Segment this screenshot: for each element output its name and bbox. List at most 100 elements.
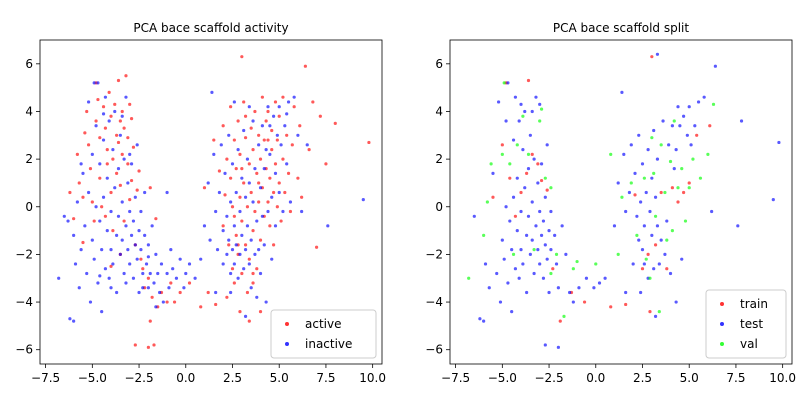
data-point-inactive <box>92 257 96 261</box>
data-point-inactive <box>150 224 154 228</box>
data-point-test <box>624 209 628 214</box>
data-point-active <box>242 181 246 185</box>
data-point-test <box>536 181 540 185</box>
data-point-inactive <box>251 119 255 123</box>
data-point-inactive <box>100 309 104 314</box>
data-point-active <box>202 186 207 190</box>
data-point-test <box>629 143 633 147</box>
data-point-inactive <box>258 186 263 190</box>
data-point-train <box>525 171 529 176</box>
y-tick-label: 6 <box>435 57 443 71</box>
data-point-val <box>532 248 536 252</box>
data-point-test <box>642 224 646 228</box>
data-point-inactive <box>111 262 115 266</box>
data-point-active <box>92 219 96 223</box>
data-point-inactive <box>154 305 158 309</box>
scatter-panel-split: PCA bace scaffold split −7.5 −5.0 −2.5 0.0 2.… <box>425 21 796 385</box>
data-point-inactive <box>264 147 268 152</box>
data-point-test <box>620 90 624 95</box>
data-point-test <box>511 138 516 142</box>
data-point-inactive <box>161 300 165 304</box>
data-point-inactive <box>240 176 244 180</box>
data-point-test <box>637 238 641 242</box>
data-point-inactive <box>255 219 259 223</box>
data-point-inactive <box>131 276 136 280</box>
data-point-test <box>502 257 506 261</box>
data-point-active <box>141 267 145 271</box>
data-point-test <box>661 119 665 123</box>
data-point-test <box>498 300 503 304</box>
data-point-inactive <box>260 214 264 218</box>
x-tick-label: 7.5 <box>316 371 335 385</box>
data-point-inactive <box>66 219 70 223</box>
data-point-val <box>659 143 663 147</box>
data-point-active <box>68 190 72 195</box>
data-point-active <box>245 205 250 209</box>
data-point-active <box>83 131 87 135</box>
data-point-active <box>225 295 229 299</box>
data-point-inactive <box>72 319 76 323</box>
data-point-val <box>665 238 669 242</box>
data-point-active <box>116 78 121 83</box>
data-point-active <box>126 162 130 166</box>
data-point-test <box>710 209 714 214</box>
data-point-inactive <box>243 195 248 199</box>
data-point-test <box>650 176 654 180</box>
data-point-active <box>286 171 291 176</box>
y-tick-label: −6 <box>425 343 443 357</box>
y-tick-label: −6 <box>15 343 33 357</box>
data-point-inactive <box>285 112 289 116</box>
data-point-inactive <box>272 114 276 118</box>
data-point-val <box>616 252 620 257</box>
data-point-inactive <box>270 195 274 199</box>
data-point-active <box>367 140 371 145</box>
data-point-inactive <box>174 276 179 280</box>
x-tick-label: 5.0 <box>270 371 289 385</box>
data-point-inactive <box>73 262 78 266</box>
data-point-active <box>118 183 122 187</box>
data-point-test <box>526 167 531 171</box>
data-point-inactive <box>94 205 98 209</box>
data-point-inactive <box>236 147 240 152</box>
data-point-val <box>663 190 667 195</box>
data-point-inactive <box>247 262 251 266</box>
data-point-test <box>543 343 547 347</box>
data-point-active <box>131 145 136 149</box>
data-point-test <box>534 224 538 228</box>
data-point-train <box>491 195 495 199</box>
data-point-inactive <box>128 152 132 156</box>
data-point-test <box>571 300 575 304</box>
data-point-test <box>659 238 663 242</box>
data-point-test <box>519 248 523 252</box>
data-point-inactive <box>187 262 192 266</box>
data-point-active <box>221 124 225 128</box>
data-point-inactive <box>296 133 300 137</box>
data-point-inactive <box>234 243 238 247</box>
data-point-active <box>96 97 100 102</box>
data-point-test <box>568 290 572 295</box>
data-point-test <box>640 162 645 166</box>
data-point-inactive <box>107 276 111 280</box>
data-point-active <box>266 138 270 142</box>
data-point-inactive <box>219 143 223 147</box>
data-point-val <box>676 186 680 190</box>
data-point-inactive <box>232 224 236 228</box>
legend-box <box>270 309 377 359</box>
data-point-train <box>676 200 680 204</box>
data-point-active <box>251 228 255 233</box>
data-point-test <box>478 317 482 321</box>
data-point-active <box>273 162 278 166</box>
data-point-test <box>491 171 495 176</box>
data-point-inactive <box>129 162 134 166</box>
data-point-inactive <box>285 162 289 166</box>
data-point-active <box>221 224 225 228</box>
data-point-inactive <box>202 224 207 228</box>
data-point-active <box>169 281 173 285</box>
data-point-inactive <box>62 214 66 218</box>
data-point-inactive <box>124 281 128 285</box>
data-point-active <box>199 305 203 309</box>
data-point-active <box>105 147 109 152</box>
data-point-val <box>657 309 661 314</box>
data-point-inactive <box>141 271 145 276</box>
data-point-test <box>541 276 546 280</box>
